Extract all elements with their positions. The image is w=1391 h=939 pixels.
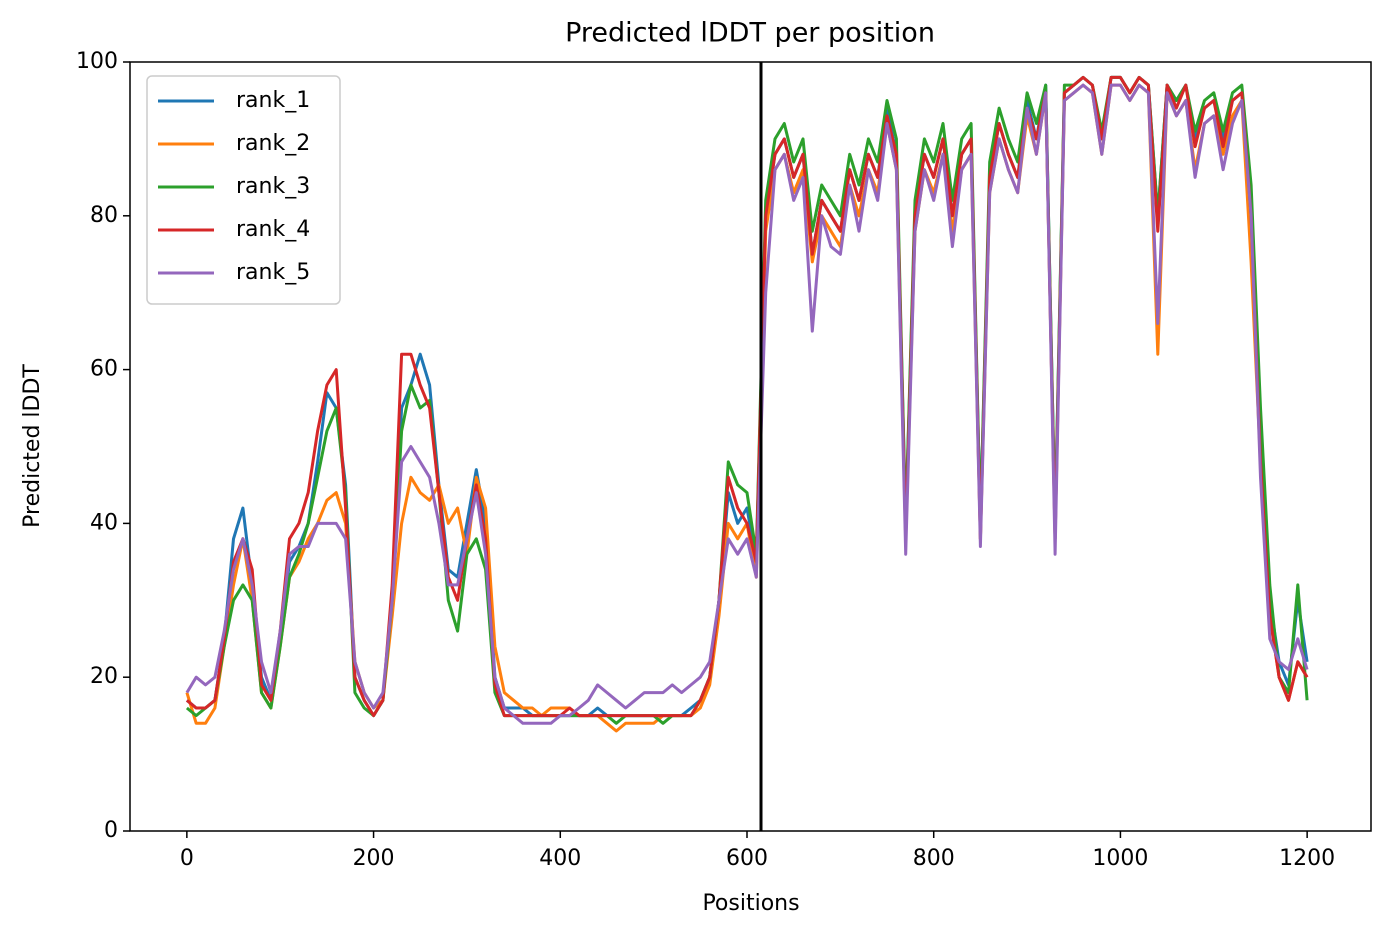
chart-title: Predicted lDDT per position (565, 18, 935, 49)
legend-box (146, 75, 341, 305)
series-line (185, 75, 1309, 718)
y-tick-label: 20 (90, 664, 118, 689)
series-line (185, 75, 1309, 718)
legend-label: rank_1 (236, 88, 310, 113)
x-tick-label: 600 (726, 846, 768, 871)
y-tick-label: 100 (76, 49, 118, 74)
x-tick-label: 800 (913, 846, 955, 871)
legend-label: rank_2 (236, 131, 310, 156)
series-line (185, 75, 1309, 725)
x-tick-label: 1200 (1279, 846, 1335, 871)
legend: rank_1 rank_2 rank_3 rank_4 rank_5 (146, 75, 341, 305)
x-tick-label: 1000 (1092, 846, 1148, 871)
y-tick-label: 0 (104, 818, 118, 843)
x-tick-label: 400 (539, 846, 581, 871)
x-axis-label: Positions (702, 891, 799, 916)
y-axis-label: Predicted lDDT (20, 364, 45, 528)
plot-frame (129, 61, 1372, 832)
legend-label: rank_4 (236, 217, 310, 242)
x-tick-label: 0 (180, 846, 194, 871)
y-tick-label: 60 (90, 357, 118, 382)
series-line (185, 83, 1309, 725)
x-tick-label: 200 (353, 846, 395, 871)
y-tick-label: 40 (90, 510, 118, 535)
y-tick-label: 80 (90, 203, 118, 228)
legend-label: rank_3 (236, 174, 310, 199)
legend-label: rank_5 (236, 260, 310, 285)
series-line (185, 83, 1309, 733)
